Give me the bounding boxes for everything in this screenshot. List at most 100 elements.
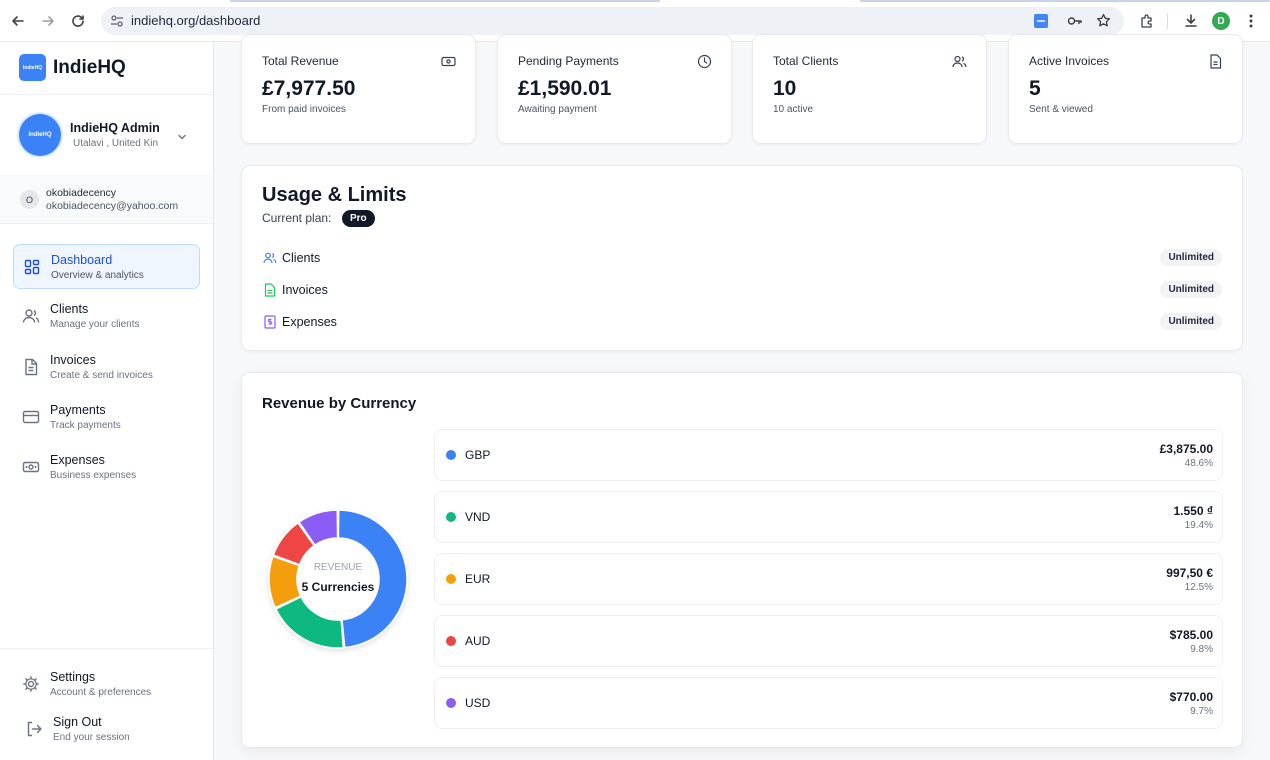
gear-icon (22, 675, 40, 693)
usage-row-label: Clients (282, 251, 321, 265)
currency-percent: 9.7% (1190, 706, 1213, 717)
sidebar-item-expenses[interactable]: Expenses Business expenses (13, 445, 200, 490)
legend-dot (446, 698, 456, 708)
donut-slice-aud[interactable] (272, 521, 316, 566)
currency-amount: $770.00 (1169, 690, 1213, 704)
currency-amount: £3,875.00 (1159, 442, 1213, 456)
extensions-puzzle-icon[interactable] (1136, 10, 1158, 32)
url-text: indiehq.org/dashboard (131, 13, 261, 28)
document-icon (263, 283, 277, 297)
account-username: okobiadecency (46, 187, 117, 199)
usage-limits-card: Usage & Limits Current plan: Pro Clients… (241, 165, 1243, 351)
extension-icon[interactable] (1034, 14, 1048, 28)
currency-code: AUD (465, 634, 491, 648)
currency-code: GBP (465, 448, 491, 462)
sidebar-item-label: Clients (50, 302, 89, 316)
legend-dot (446, 636, 456, 646)
legend-dot (446, 450, 456, 460)
currency-percent: 19.4% (1184, 520, 1213, 531)
stat-label: Active Invoices (1029, 54, 1110, 68)
forward-icon[interactable] (37, 10, 59, 32)
sidebar-item-sublabel: Track payments (50, 420, 121, 431)
banknote-icon (22, 458, 40, 476)
divider (0, 94, 213, 95)
currency-row-eur: EUR 997,50 € 12.5% (434, 553, 1223, 605)
section-title: Revenue by Currency (262, 395, 417, 412)
site-info-icon[interactable] (110, 14, 124, 33)
key-icon[interactable] (1067, 14, 1083, 33)
legend-dot (446, 574, 456, 584)
donut-hole (298, 539, 378, 619)
stat-sublabel: Sent & viewed (1029, 104, 1093, 115)
usage-limit-badge: Unlimited (1160, 313, 1222, 330)
stat-card-pending-payments: Pending Payments £1,590.01 Awaiting paym… (497, 34, 732, 144)
sidebar-item-payments[interactable]: Payments Track payments (13, 395, 200, 440)
stat-label: Total Clients (773, 54, 839, 68)
profile-location: Utalavi , United Kin (73, 138, 159, 149)
sidebar-item-sublabel: Account & preferences (50, 687, 152, 698)
sidebar: IndieHQ IndieHQ IndieHQ IndieHQ Admin Ut… (0, 42, 214, 760)
stat-sublabel: 10 active (773, 104, 814, 115)
usage-limit-badge: Unlimited (1160, 281, 1222, 298)
receipt-icon (263, 315, 277, 329)
sidebar-item-sublabel: Create & send invoices (50, 370, 153, 381)
account-avatar: O (20, 190, 39, 209)
sidebar-item-invoices[interactable]: Invoices Create & send invoices (13, 345, 200, 390)
chevron-down-icon[interactable] (176, 130, 188, 148)
usage-row-label: Expenses (282, 315, 337, 329)
sidebar-item-label: Dashboard (51, 253, 113, 267)
sidebar-item-sign-out[interactable]: Sign Out End your session (16, 707, 203, 752)
currency-amount: 997,50 € (1166, 566, 1213, 580)
address-bar[interactable]: indiehq.org/dashboard (101, 7, 1124, 35)
divider (0, 648, 213, 649)
legend-dot (446, 512, 456, 522)
sidebar-item-sublabel: End your session (53, 732, 130, 743)
document-icon (22, 358, 40, 376)
banknote-icon (441, 54, 456, 69)
logo[interactable]: IndieHQ (19, 54, 46, 81)
sign-out-icon (25, 720, 43, 738)
currency-amount: $785.00 (1169, 628, 1213, 642)
more-menu-icon[interactable] (1240, 10, 1262, 32)
reload-icon[interactable] (67, 10, 89, 32)
revenue-donut-chart (268, 509, 408, 649)
donut-slice-usd[interactable] (298, 509, 339, 547)
donut-center-label: REVENUE (313, 562, 363, 573)
stat-label: Total Revenue (262, 54, 339, 68)
sidebar-item-sublabel: Manage your clients (50, 319, 140, 330)
sidebar-item-settings[interactable]: Settings Account & preferences (13, 662, 200, 707)
stat-value: 5 (1029, 77, 1041, 100)
avatar: IndieHQ (19, 114, 61, 156)
document-icon (1208, 54, 1223, 69)
sidebar-item-label: Invoices (50, 353, 96, 367)
account-email: okobiadecency@yahoo.com (46, 200, 179, 212)
plan-label: Current plan: (262, 211, 332, 225)
currency-code: EUR (465, 572, 491, 586)
tab-strip-edge (230, 0, 660, 2)
users-icon (263, 251, 277, 265)
bookmark-star-icon[interactable] (1096, 13, 1111, 33)
stat-card-total-revenue: Total Revenue £7,977.50 From paid invoic… (241, 34, 476, 144)
back-icon[interactable] (7, 10, 29, 32)
sidebar-item-dashboard[interactable]: Dashboard Overview & analytics (13, 244, 200, 289)
download-icon[interactable] (1180, 10, 1202, 32)
currency-row-vnd: VND 1.550 ₫ 19.4% (434, 491, 1223, 543)
browser-profile-avatar[interactable]: D (1212, 12, 1230, 30)
donut-slice-vnd[interactable] (274, 595, 345, 649)
currency-percent: 48.6% (1184, 458, 1213, 469)
sidebar-item-clients[interactable]: Clients Manage your clients (13, 294, 200, 339)
plan-badge: Pro (342, 210, 375, 227)
stat-label: Pending Payments (518, 54, 619, 68)
users-icon (952, 54, 967, 69)
donut-slice-gbp[interactable] (337, 509, 408, 649)
sidebar-item-label: Expenses (50, 453, 105, 467)
section-title: Usage & Limits (262, 184, 407, 206)
stat-value: £1,590.01 (518, 77, 612, 100)
donut-slice-eur[interactable] (268, 555, 302, 609)
sidebar-item-label: Sign Out (53, 715, 102, 729)
sidebar-item-label: Payments (50, 403, 106, 417)
tab-strip-edge (860, 0, 1270, 2)
sidebar-item-sublabel: Business expenses (50, 470, 137, 481)
currency-amount: 1.550 ₫ (1173, 504, 1213, 518)
sidebar-item-label: Settings (50, 670, 96, 684)
